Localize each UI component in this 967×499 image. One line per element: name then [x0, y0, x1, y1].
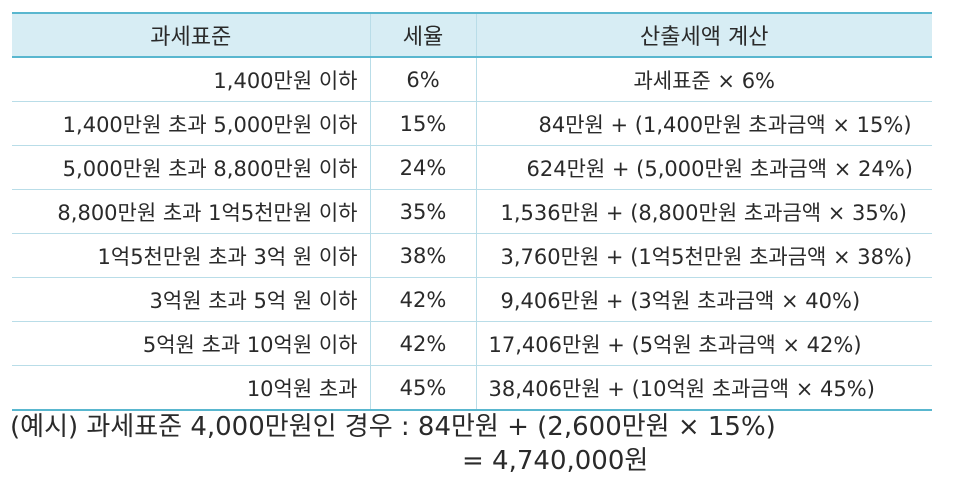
- tax-rate-table: 과세표준 세율 산출세액 계산 1,400만원 이하 6% 과세표준 × 6% …: [12, 12, 932, 411]
- cell-tax-calculation: 38,406만원 + (10억원 초과금액 × 45%): [476, 365, 932, 411]
- cell-tax-rate: 45%: [370, 365, 477, 411]
- cell-tax-rate: 42%: [370, 277, 477, 322]
- cell-tax-base: 10억원 초과: [12, 365, 371, 411]
- table-row: 8,800만원 초과 1억5천만원 이하 35% 1,536만원 + (8,80…: [12, 189, 932, 234]
- cell-tax-calculation: 9,406만원 + (3억원 초과금액 × 40%): [476, 277, 932, 322]
- cell-tax-rate: 38%: [370, 233, 477, 278]
- cell-tax-base: 1,400만원 초과 5,000만원 이하: [12, 101, 371, 146]
- example-line-1: (예시) 과세표준 4,000만원인 경우 : 84만원 + (2,600만원 …: [10, 412, 776, 442]
- cell-tax-rate: 15%: [370, 101, 477, 146]
- header-tax-calculation: 산출세액 계산: [476, 12, 932, 58]
- cell-tax-rate: 6%: [370, 57, 477, 102]
- table-header-row: 과세표준 세율 산출세액 계산: [12, 12, 932, 58]
- tax-rate-table-container: 과세표준 세율 산출세액 계산 1,400만원 이하 6% 과세표준 × 6% …: [12, 12, 932, 411]
- header-tax-base: 과세표준: [12, 12, 371, 58]
- cell-tax-base: 1,400만원 이하: [12, 57, 371, 102]
- cell-tax-rate: 42%: [370, 321, 477, 366]
- cell-tax-calculation: 17,406만원 + (5억원 초과금액 × 42%): [476, 321, 932, 366]
- table-row: 1,400만원 이하 6% 과세표준 × 6%: [12, 57, 932, 102]
- calculation-example: (예시) 과세표준 4,000만원인 경우 : 84만원 + (2,600만원 …: [10, 410, 776, 478]
- example-line-2: = 4,740,000원: [462, 446, 649, 476]
- table-row: 1,400만원 초과 5,000만원 이하 15% 84만원 + (1,400만…: [12, 101, 932, 146]
- cell-tax-base: 3억원 초과 5억 원 이하: [12, 277, 371, 322]
- table-row: 3억원 초과 5억 원 이하 42% 9,406만원 + (3억원 초과금액 ×…: [12, 277, 932, 322]
- cell-tax-calculation: 84만원 + (1,400만원 초과금액 × 15%): [476, 101, 932, 146]
- cell-tax-calculation: 624만원 + (5,000만원 초과금액 × 24%): [476, 145, 932, 190]
- table-row: 10억원 초과 45% 38,406만원 + (10억원 초과금액 × 45%): [12, 365, 932, 411]
- cell-tax-calculation: 과세표준 × 6%: [476, 57, 932, 102]
- cell-tax-calculation: 1,536만원 + (8,800만원 초과금액 × 35%): [476, 189, 932, 234]
- table-row: 5억원 초과 10억원 이하 42% 17,406만원 + (5억원 초과금액 …: [12, 321, 932, 366]
- cell-tax-rate: 24%: [370, 145, 477, 190]
- cell-tax-base: 5,000만원 초과 8,800만원 이하: [12, 145, 371, 190]
- cell-tax-base: 8,800만원 초과 1억5천만원 이하: [12, 189, 371, 234]
- cell-tax-rate: 35%: [370, 189, 477, 234]
- header-tax-rate: 세율: [370, 12, 477, 58]
- cell-tax-base: 5억원 초과 10억원 이하: [12, 321, 371, 366]
- table-row: 1억5천만원 초과 3억 원 이하 38% 3,760만원 + (1억5천만원 …: [12, 233, 932, 278]
- cell-tax-base: 1억5천만원 초과 3억 원 이하: [12, 233, 371, 278]
- table-row: 5,000만원 초과 8,800만원 이하 24% 624만원 + (5,000…: [12, 145, 932, 190]
- cell-tax-calculation: 3,760만원 + (1억5천만원 초과금액 × 38%): [476, 233, 932, 278]
